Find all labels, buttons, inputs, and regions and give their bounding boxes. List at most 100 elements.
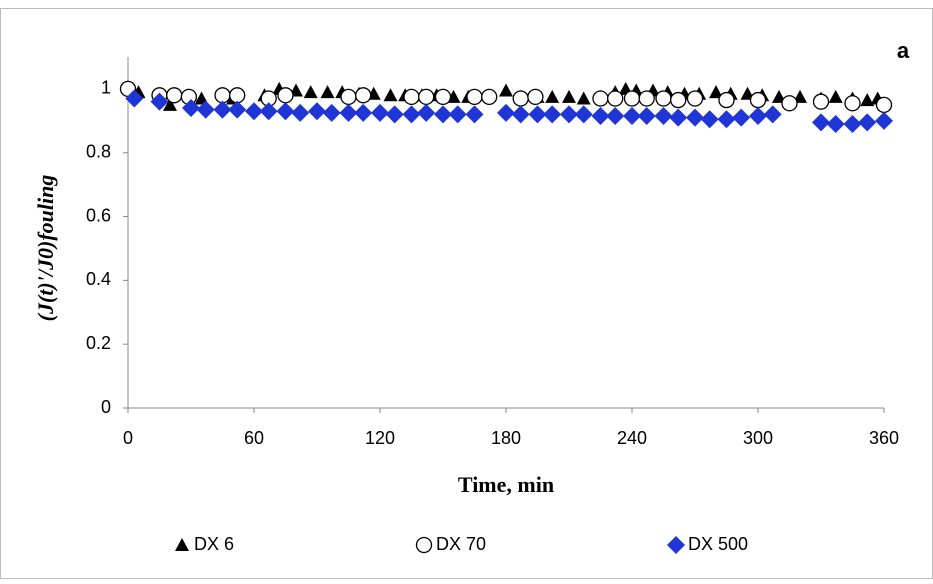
- circle-marker: [214, 87, 231, 104]
- circle-marker: [607, 90, 624, 107]
- legend-label: DX 70: [436, 534, 486, 554]
- x-axis-label: Time, min: [458, 472, 554, 497]
- circle-marker: [670, 91, 687, 109]
- triangle-marker: [709, 85, 723, 99]
- triangle-marker: [320, 85, 335, 99]
- diamond-marker: [354, 103, 373, 122]
- x-tick-label: 60: [244, 428, 264, 448]
- diamond-marker: [511, 105, 530, 124]
- diamond-marker: [623, 107, 641, 126]
- diamond-marker: [717, 110, 736, 129]
- circle-marker: [481, 88, 498, 106]
- y-tick-label: 0.8: [86, 141, 111, 161]
- circle-marker: [592, 90, 609, 107]
- diamond-marker: [843, 115, 862, 134]
- circle-marker: [623, 90, 641, 107]
- diamond-marker: [322, 103, 341, 122]
- diamond-marker: [654, 107, 673, 126]
- diamond-marker: [150, 92, 169, 111]
- circle-marker: [229, 87, 246, 104]
- circle-marker: [466, 88, 483, 106]
- diamond-marker: [228, 100, 247, 119]
- triangle-marker: [860, 93, 875, 107]
- triangle-marker: [499, 83, 513, 97]
- diamond-marker: [749, 107, 767, 126]
- diamond-marker: [606, 107, 625, 126]
- diamond-marker: [528, 105, 547, 124]
- x-tick-label: 360: [869, 428, 899, 448]
- annotation: a: [897, 38, 910, 63]
- circle-marker: [418, 88, 435, 106]
- circle-marker: [512, 90, 529, 107]
- diamond-marker: [637, 107, 656, 126]
- circle-marker: [527, 88, 544, 106]
- circle-marker: [875, 96, 893, 114]
- triangle-marker: [163, 97, 177, 111]
- circle-marker: [434, 88, 452, 106]
- x-tick-label: 240: [617, 428, 647, 448]
- diamond-marker: [700, 110, 719, 129]
- diamond-marker: [245, 102, 263, 121]
- diamond-marker: [812, 113, 830, 132]
- triangle-marker: [828, 89, 843, 103]
- diamond-marker: [591, 107, 610, 126]
- x-tick-label: 0: [123, 428, 133, 448]
- circle-marker: [844, 95, 861, 112]
- diamond-marker: [543, 105, 562, 124]
- legend-label: DX 6: [194, 534, 234, 554]
- triangle-marker: [576, 91, 591, 105]
- diamond-marker: [196, 100, 215, 119]
- y-tick-label: 1: [101, 78, 111, 98]
- circle-marker: [403, 88, 420, 106]
- diamond-marker: [402, 105, 421, 124]
- diamond-marker: [669, 108, 688, 127]
- diamond-marker: [417, 103, 436, 122]
- diamond-marker: [276, 102, 295, 121]
- diamond-marker: [259, 102, 278, 121]
- triangle-marker: [545, 89, 560, 103]
- y-tick-label: 0: [101, 397, 111, 417]
- legend-label: DX 500: [688, 534, 748, 554]
- circle-marker: [686, 90, 704, 107]
- triangle-marker: [303, 85, 318, 99]
- triangle-marker: [194, 91, 209, 105]
- diamond-marker: [291, 103, 310, 122]
- diamond-marker: [497, 103, 515, 122]
- diamond-marker: [125, 89, 144, 108]
- circle-marker: [812, 93, 830, 110]
- diamond-marker: [560, 105, 578, 124]
- triangle-marker: [383, 88, 398, 102]
- y-axis-label: (J(t)'/J0)fouling: [33, 175, 58, 322]
- diamond-marker: [465, 105, 484, 124]
- circle-marker: [277, 87, 294, 104]
- circle-marker: [718, 91, 735, 109]
- diamond-marker: [763, 105, 782, 124]
- y-tick-label: 0.4: [86, 269, 111, 289]
- diamond-marker: [385, 105, 404, 124]
- circle-marker: [166, 87, 183, 104]
- x-tick-label: 300: [743, 428, 773, 448]
- circle-marker: [340, 88, 357, 106]
- diamond-marker: [667, 536, 685, 554]
- circle-marker: [655, 90, 672, 107]
- circle-marker: [638, 90, 655, 107]
- circle-marker: [415, 536, 433, 554]
- diamond-marker: [434, 105, 452, 124]
- diamond-marker: [213, 100, 232, 119]
- diamond-marker: [574, 105, 593, 124]
- diamond-marker: [448, 105, 467, 124]
- diamond-marker: [308, 102, 326, 121]
- x-tick-label: 120: [365, 428, 395, 448]
- x-tick-label: 180: [491, 428, 521, 448]
- diamond-marker: [858, 113, 877, 132]
- y-tick-label: 0.6: [86, 205, 111, 225]
- diamond-marker: [686, 108, 704, 127]
- triangle-marker: [562, 89, 576, 103]
- diamond-marker: [732, 108, 751, 127]
- triangle-marker: [175, 538, 189, 551]
- diamond-marker: [371, 103, 389, 122]
- circle-marker: [355, 87, 372, 104]
- diamond-marker: [182, 99, 200, 118]
